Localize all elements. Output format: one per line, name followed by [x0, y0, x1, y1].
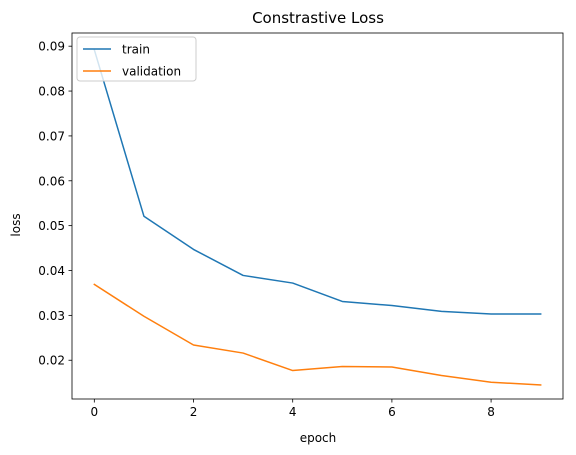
y-tick-label: 0.07	[38, 129, 65, 143]
legend-label-validation: validation	[122, 65, 181, 79]
series-line-validation	[93, 283, 542, 386]
y-tick-label: 0.06	[38, 174, 65, 188]
series-layer	[93, 48, 542, 386]
chart-title: Constrastive Loss	[252, 9, 384, 27]
series-line-train	[93, 48, 542, 315]
x-tick-label: 2	[190, 405, 198, 419]
y-tick-label: 0.04	[38, 264, 65, 278]
x-tick-label: 8	[487, 405, 495, 419]
y-tick-label: 0.02	[38, 354, 65, 368]
legend-box	[76, 36, 197, 82]
legend-label-train: train	[122, 43, 150, 57]
x-tick-label: 4	[289, 405, 297, 419]
x-tick-label: 0	[90, 405, 98, 419]
x-axis-label: epoch	[300, 431, 337, 445]
y-tick-label: 0.08	[38, 85, 65, 99]
y-axis-label: loss	[9, 213, 23, 236]
y-tick-label: 0.09	[38, 40, 65, 54]
x-tick-label: 6	[388, 405, 396, 419]
y-tick-label: 0.03	[38, 309, 65, 323]
plot-frame	[71, 32, 564, 400]
ticks-layer: 0 2 4 6 8 0.02 0.03 0.04 0.05 0.06 0.07 0.08 0.09	[38, 40, 495, 419]
y-tick-label: 0.05	[38, 219, 65, 233]
legend: train validation	[76, 36, 197, 82]
